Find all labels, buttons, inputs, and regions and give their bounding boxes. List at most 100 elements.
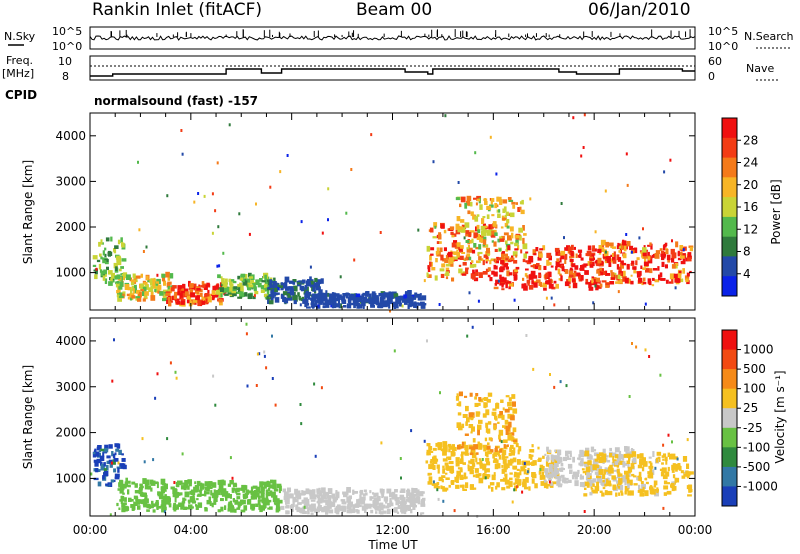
data-cell <box>469 452 474 456</box>
data-cell <box>233 483 238 487</box>
data-cell <box>267 487 271 492</box>
data-cell <box>460 226 464 230</box>
data-cell <box>504 214 507 218</box>
data-cell <box>514 248 519 251</box>
data-cell <box>415 305 419 309</box>
data-cell <box>445 271 449 274</box>
data-cell <box>477 299 480 303</box>
data-cell <box>609 242 614 247</box>
data-cell <box>477 424 482 430</box>
data-cell <box>491 240 494 243</box>
data-cell <box>239 282 243 287</box>
data-cell <box>147 485 152 490</box>
data-cell <box>379 504 384 511</box>
data-cell <box>589 491 593 496</box>
data-cell <box>580 257 584 261</box>
data-cell <box>278 499 283 504</box>
data-cell <box>327 187 330 191</box>
data-cell <box>611 272 615 278</box>
data-cell <box>624 277 629 284</box>
data-cell <box>618 250 621 253</box>
data-cell <box>230 506 235 513</box>
data-cell <box>222 251 225 255</box>
data-cell <box>204 481 210 487</box>
data-cell <box>268 499 272 503</box>
data-cell <box>186 507 190 510</box>
data-cell <box>307 509 310 515</box>
data-cell <box>522 258 526 263</box>
data-cell <box>265 494 269 500</box>
data-cell <box>618 243 622 249</box>
data-cell <box>640 265 643 269</box>
data-cell <box>119 292 123 295</box>
data-cell <box>478 259 481 264</box>
data-cell <box>482 243 485 247</box>
colorbar-tick-label: -1000 <box>743 479 778 493</box>
data-cell <box>269 284 275 289</box>
data-cell <box>598 458 603 464</box>
data-cell <box>559 457 563 463</box>
data-cell <box>509 212 515 218</box>
data-cell <box>671 440 673 444</box>
data-cell <box>411 491 414 496</box>
data-cell <box>589 254 595 258</box>
data-cell <box>116 255 121 260</box>
data-cell <box>469 264 475 268</box>
data-cell <box>118 449 122 455</box>
data-cell <box>599 260 604 266</box>
data-cell <box>292 501 295 508</box>
data-cell <box>539 464 544 469</box>
data-cell <box>410 429 413 433</box>
data-cell <box>571 278 576 283</box>
data-cell <box>649 468 653 474</box>
data-cell <box>266 480 269 484</box>
data-cell <box>150 291 154 297</box>
data-cell <box>316 506 322 511</box>
data-cell <box>660 471 665 477</box>
data-cell <box>601 481 606 486</box>
data-cell <box>584 481 589 487</box>
data-cell <box>399 501 404 507</box>
data-cell <box>365 299 369 303</box>
time-axis-ticks: 00:00 04:00 08:00 12:00 16:00 20:00 00:00 <box>73 523 713 537</box>
data-cell <box>248 284 254 288</box>
data-cell <box>499 274 502 279</box>
data-cell <box>583 462 589 467</box>
data-cell <box>531 473 537 479</box>
data-cell <box>587 460 592 466</box>
data-cell <box>214 403 217 407</box>
data-cell <box>665 471 670 477</box>
data-cell <box>630 449 635 453</box>
data-cell <box>122 483 127 489</box>
data-cell <box>438 303 441 306</box>
data-cell <box>109 513 112 517</box>
data-cell <box>663 480 668 485</box>
data-cell <box>288 286 294 290</box>
data-cell <box>470 426 475 432</box>
data-cell <box>648 355 651 358</box>
data-cell <box>173 294 177 300</box>
data-cell <box>318 289 323 293</box>
data-cell <box>192 283 197 287</box>
data-cell <box>394 507 398 513</box>
data-cell <box>215 490 219 494</box>
data-cell <box>293 300 297 305</box>
data-cell <box>190 506 194 509</box>
data-cell <box>483 236 487 241</box>
data-cell <box>615 281 620 284</box>
data-cell <box>618 492 621 496</box>
data-cell <box>352 504 356 510</box>
data-cell <box>557 252 563 256</box>
data-cell <box>517 207 521 212</box>
data-cell <box>317 279 322 285</box>
data-cell <box>621 240 627 246</box>
data-cell <box>116 290 121 294</box>
data-cell <box>545 272 549 278</box>
data-cell <box>190 489 196 496</box>
data-cell <box>649 462 653 468</box>
data-cell <box>440 273 445 278</box>
data-cell <box>579 482 585 487</box>
data-cell <box>632 266 637 270</box>
data-cell <box>533 282 538 288</box>
data-cell <box>223 281 228 286</box>
